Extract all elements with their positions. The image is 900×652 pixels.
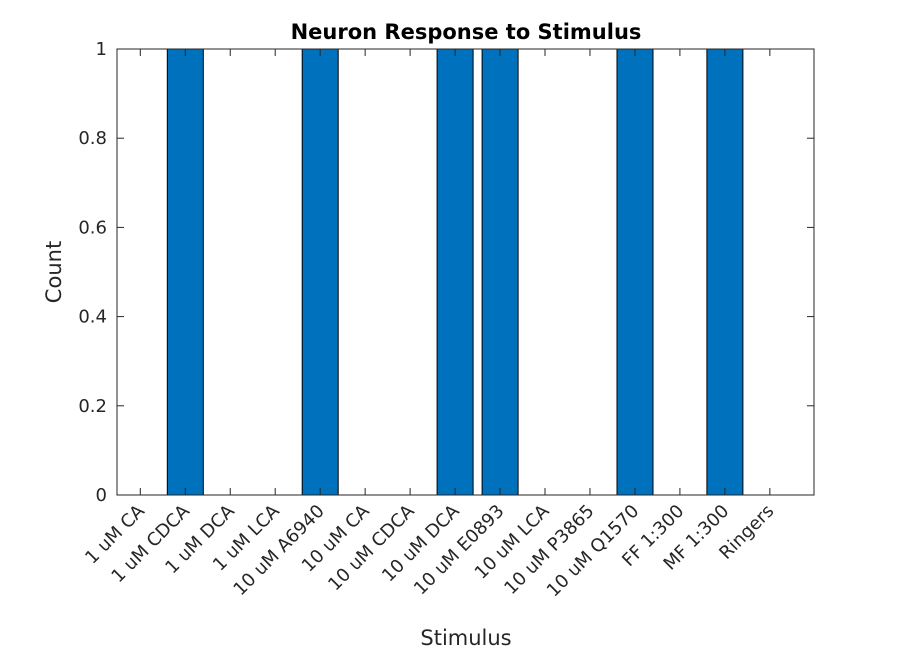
y-tick-label-4: 0.8 bbox=[78, 128, 107, 149]
plot-area-box bbox=[116, 48, 815, 496]
y-tick-label-3: 0.6 bbox=[78, 217, 107, 238]
bar-13 bbox=[706, 48, 744, 496]
bar-8 bbox=[481, 48, 519, 496]
y-tick-label-2: 0.4 bbox=[78, 307, 107, 328]
y-axis-label: Count bbox=[42, 241, 66, 303]
y-axis-ticks: 0 0.2 0.4 0.6 0.8 1 bbox=[78, 39, 814, 506]
bar-7 bbox=[436, 48, 474, 496]
chart-title: Neuron Response to Stimulus bbox=[291, 20, 642, 44]
bars-group bbox=[166, 48, 744, 496]
y-tick-label-1: 0.2 bbox=[78, 396, 107, 417]
y-tick-label-0: 0 bbox=[96, 485, 107, 506]
bar-11 bbox=[616, 48, 654, 496]
y-tick-label-5: 1 bbox=[96, 39, 107, 60]
bar-1 bbox=[166, 48, 204, 496]
bar-4 bbox=[301, 48, 339, 496]
x-axis-label: Stimulus bbox=[420, 626, 511, 650]
